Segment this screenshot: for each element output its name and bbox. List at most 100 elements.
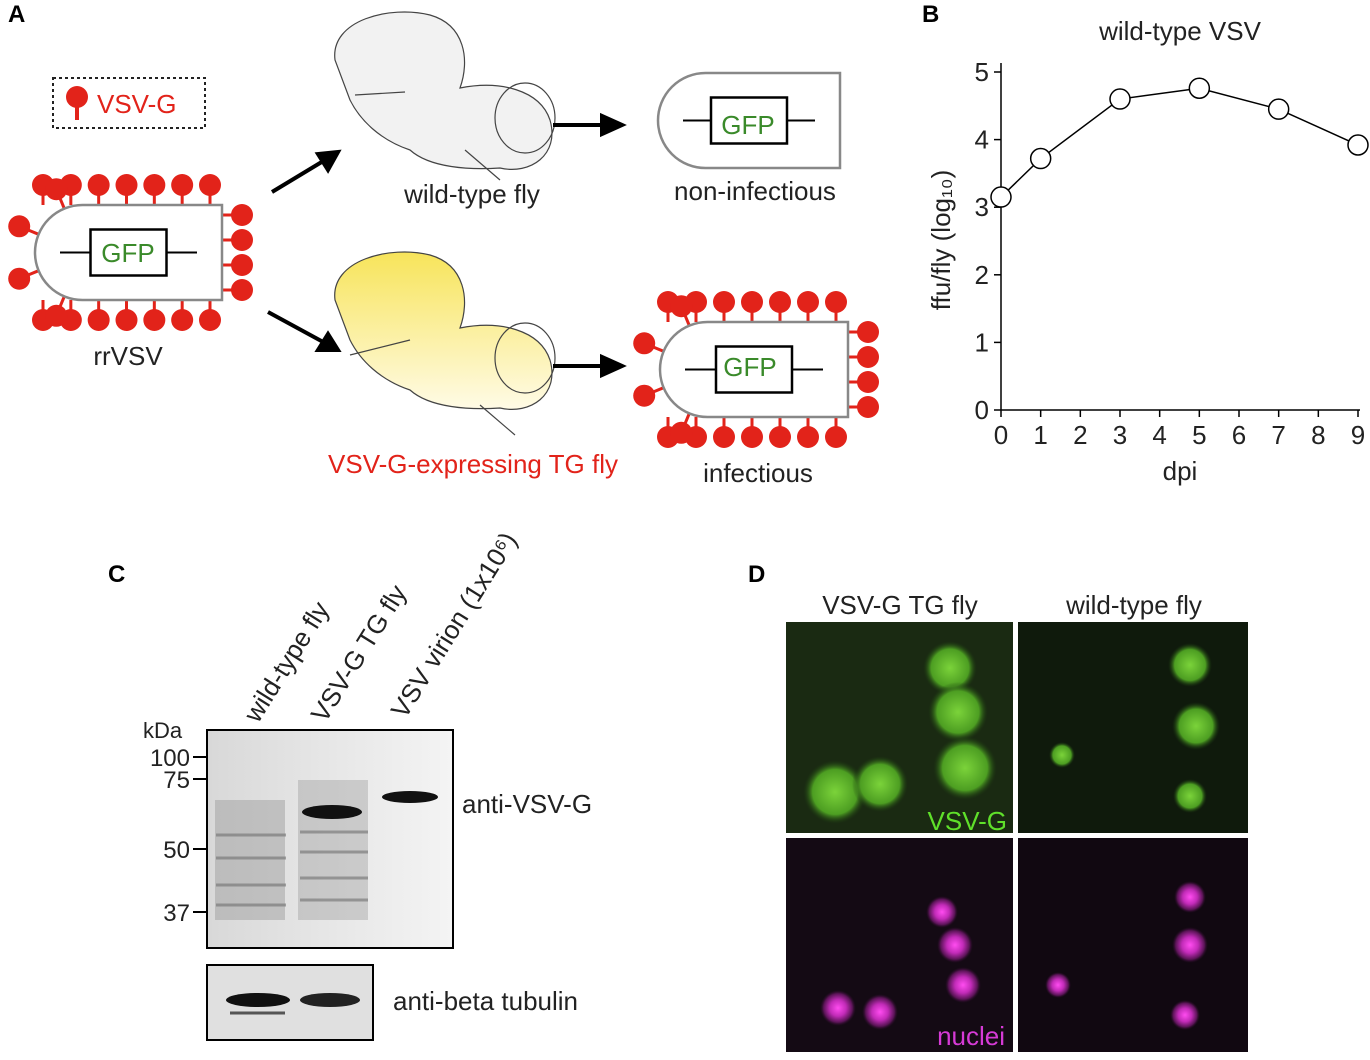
gfp-box <box>709 96 789 145</box>
spike-head <box>825 426 847 448</box>
spike-head <box>8 215 31 238</box>
spike-head <box>231 204 253 226</box>
x-tick-label: 2 <box>1073 420 1087 450</box>
x-tick-label: 3 <box>1113 420 1127 450</box>
spike-head <box>171 174 194 196</box>
spike-head <box>45 178 68 201</box>
blot-label: anti-VSV-G <box>462 789 592 819</box>
micrograph <box>786 622 1248 1052</box>
y-tick-label: 2 <box>975 260 989 290</box>
arrows <box>267 112 627 379</box>
kda-label: kDa <box>143 718 183 743</box>
spike-head <box>769 426 791 448</box>
x-tick-label: 7 <box>1271 420 1285 450</box>
spike-stem <box>58 196 66 210</box>
virus-label: non-infectious <box>674 176 836 206</box>
fly-label: wild-type fly <box>403 179 540 209</box>
x-tick-label: 0 <box>994 420 1008 450</box>
spike-head <box>741 291 763 313</box>
x-tick-label: 5 <box>1192 420 1206 450</box>
x-tick-label: 4 <box>1152 420 1166 450</box>
x-tick-label: 9 <box>1351 420 1365 450</box>
blot-bands <box>215 780 438 920</box>
column-label: wild-type fly <box>1065 590 1202 620</box>
spike-head <box>713 426 735 448</box>
blot <box>206 729 454 949</box>
spike-head <box>857 321 879 343</box>
spike-stem <box>651 345 665 353</box>
spike-head <box>143 174 166 196</box>
spike-head <box>825 291 847 313</box>
y-tick-label: 3 <box>975 192 989 222</box>
spike-stem <box>651 386 665 394</box>
spike-head <box>115 174 138 196</box>
spike-head <box>633 332 656 355</box>
data-point <box>1029 147 1052 170</box>
y-tick-label: 1 <box>975 327 989 357</box>
gfp-label: GFP <box>101 238 154 268</box>
chart-title: wild-type VSV <box>1098 16 1261 46</box>
spike-head <box>797 291 819 313</box>
spike-head <box>857 371 879 393</box>
fly-drawing <box>334 11 556 181</box>
legend-box <box>52 77 206 129</box>
fly-label: VSV-G-expressing TG fly <box>328 449 618 479</box>
legend-glyph <box>66 86 88 108</box>
spike-head <box>741 426 763 448</box>
spike-head <box>8 267 31 290</box>
spike-head <box>143 309 166 331</box>
panel-label: D <box>748 561 765 588</box>
virus-group <box>8 71 879 448</box>
data-point <box>1267 98 1290 120</box>
spike-head <box>231 229 253 251</box>
spike-head <box>231 279 253 301</box>
spike-head <box>769 291 791 313</box>
spike-head <box>670 421 693 444</box>
spike-head <box>231 254 253 276</box>
panel-label: A <box>8 1 25 28</box>
marker-label: 75 <box>163 767 190 794</box>
x-tick-label: 6 <box>1232 420 1246 450</box>
channel-label: VSV-G <box>928 806 1007 836</box>
y-axis-label: ffu/fly (log₁₀) <box>926 170 956 310</box>
gfp-box <box>714 345 794 394</box>
blot-label: anti-beta tubulin <box>393 986 578 1016</box>
marker-label: 37 <box>163 900 190 927</box>
spike-head <box>670 295 693 318</box>
spike-head <box>797 426 819 448</box>
gfp-label: GFP <box>723 352 776 382</box>
panel-label: C <box>108 561 125 588</box>
x-tick-label: 8 <box>1311 420 1325 450</box>
y-tick-label: 5 <box>975 57 989 87</box>
spike-head <box>857 346 879 368</box>
data-point <box>1188 77 1211 99</box>
x-tick-label: 1 <box>1033 420 1047 450</box>
gfp-label: GFP <box>721 110 774 140</box>
spike-head <box>115 309 138 331</box>
spike-head <box>857 396 879 418</box>
blot-band <box>300 993 360 1007</box>
y-tick-label: 0 <box>975 395 989 425</box>
chart: B wild-type VSV dpi ffu/fly (log₁₀) 0123… <box>922 1 1369 486</box>
data-point <box>990 186 1012 208</box>
spike-head <box>633 384 656 407</box>
x-axis-label: dpi <box>1163 456 1198 486</box>
marker-label: 100 <box>150 745 190 772</box>
virus-label: infectious <box>703 458 813 488</box>
spike-head <box>171 309 194 331</box>
column-label: VSV-G TG fly <box>822 590 978 620</box>
spike-head <box>45 304 68 327</box>
lane-label: VSV virion (1x10⁶) <box>385 527 523 724</box>
gfp-box <box>89 228 168 277</box>
panel-label: B <box>922 1 939 28</box>
legend-text: VSV-G <box>97 89 176 119</box>
spike-head <box>199 174 221 196</box>
data-point <box>1347 134 1369 156</box>
spike-stem <box>26 269 40 277</box>
data-point <box>1109 88 1131 110</box>
marker-label: 50 <box>163 837 190 864</box>
spike-head <box>199 309 221 331</box>
fly-drawing <box>334 251 556 436</box>
